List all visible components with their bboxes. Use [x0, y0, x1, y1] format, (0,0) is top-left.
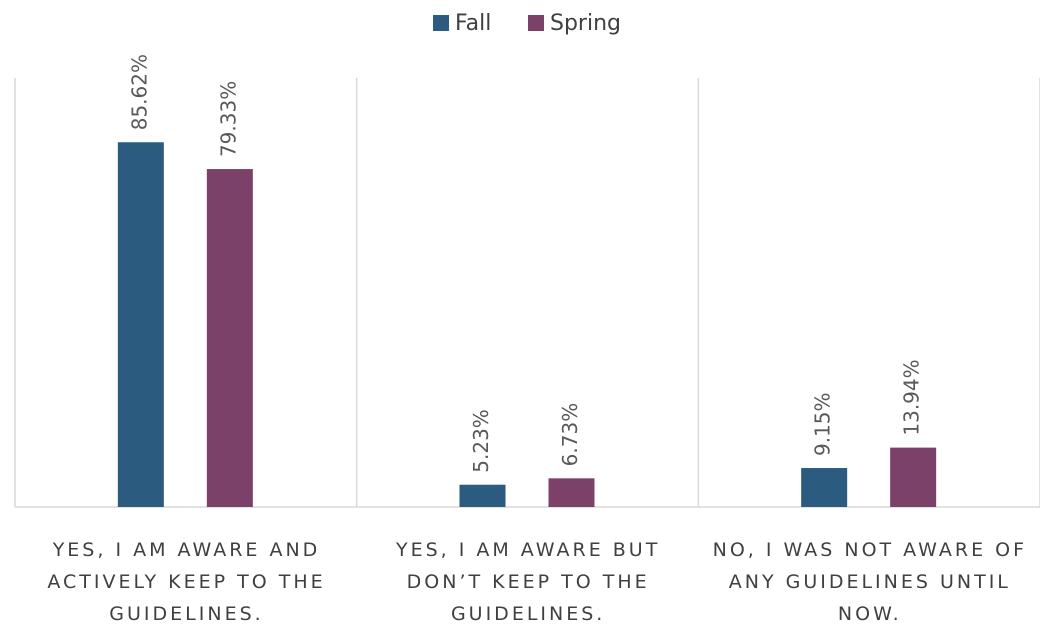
x-tick-label: NO, I WAS NOT AWARE OF ANY GUIDELINES UN… — [712, 539, 1028, 625]
data-label: 85.62% — [127, 54, 151, 130]
legend-label: Spring — [550, 11, 621, 36]
x-tick-label: YES, I AM AWARE BUT DON’T KEEP TO THE GU… — [395, 539, 661, 625]
bar — [548, 478, 595, 507]
data-label: 13.94% — [900, 359, 924, 435]
data-label: 79.33% — [216, 81, 240, 157]
data-label: 5.23% — [469, 409, 493, 473]
bar — [801, 468, 848, 507]
bar — [206, 169, 253, 507]
x-tick-label: YES, I AM AWARE AND ACTIVELY KEEP TO THE… — [47, 539, 326, 625]
legend-swatch — [528, 15, 544, 31]
data-label: 9.15% — [811, 392, 835, 456]
data-label: 6.73% — [558, 403, 582, 467]
legend-label: Fall — [455, 11, 491, 36]
bar — [117, 142, 164, 508]
bar — [890, 447, 937, 507]
bar — [459, 484, 506, 507]
legend-swatch — [433, 15, 449, 31]
